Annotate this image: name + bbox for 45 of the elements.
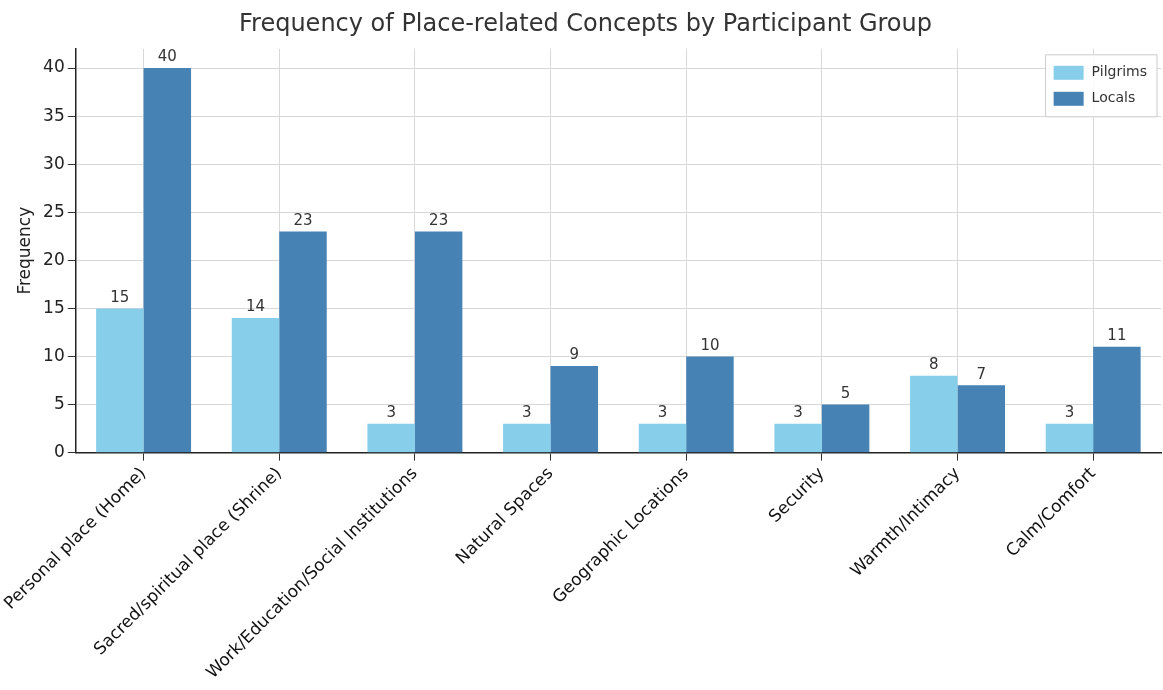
data-label: 3 <box>522 403 532 422</box>
chart-title: Frequency of Place-related Concepts by Participant Group <box>239 8 932 37</box>
bar <box>774 423 822 453</box>
bar <box>1093 346 1141 453</box>
bar <box>638 423 687 453</box>
bar <box>231 318 280 453</box>
data-label: 3 <box>386 403 396 422</box>
y-axis-title: Frequency <box>14 206 35 295</box>
data-label: 40 <box>157 47 177 66</box>
bar <box>503 423 551 453</box>
y-tick-label: 10 <box>43 344 65 365</box>
bar <box>367 423 415 453</box>
bar <box>143 68 192 453</box>
y-tick-label: 35 <box>43 104 65 125</box>
y-tick-label: 25 <box>43 200 65 221</box>
y-tick-label: 0 <box>53 441 65 462</box>
data-label: 23 <box>293 210 313 229</box>
data-label: 11 <box>1107 326 1127 345</box>
bar <box>957 385 1005 453</box>
y-tick-label: 5 <box>53 392 65 413</box>
bar <box>821 404 870 453</box>
y-tick-label: 20 <box>43 248 65 269</box>
data-label: 23 <box>429 210 449 229</box>
data-label: 3 <box>1064 403 1075 422</box>
legend-label: Pilgrims <box>1091 63 1148 80</box>
data-label: 5 <box>840 383 851 402</box>
y-tick-label: 15 <box>43 296 65 317</box>
data-label: 3 <box>657 403 668 422</box>
bar <box>1045 423 1094 453</box>
data-label: 3 <box>793 403 803 422</box>
data-label: 9 <box>569 345 580 364</box>
bar <box>550 366 599 453</box>
bar <box>910 375 958 453</box>
bar <box>279 231 327 453</box>
bar <box>96 308 144 453</box>
bar <box>686 356 734 453</box>
data-label: 7 <box>976 364 987 383</box>
data-label: 8 <box>929 355 939 374</box>
y-tick-label: 40 <box>43 56 65 77</box>
bar <box>414 231 463 453</box>
data-label: 15 <box>110 287 130 306</box>
y-tick-label: 30 <box>43 152 65 173</box>
data-label: 14 <box>245 297 266 316</box>
data-label: 10 <box>700 335 720 354</box>
legend-label: Locals <box>1091 89 1136 106</box>
